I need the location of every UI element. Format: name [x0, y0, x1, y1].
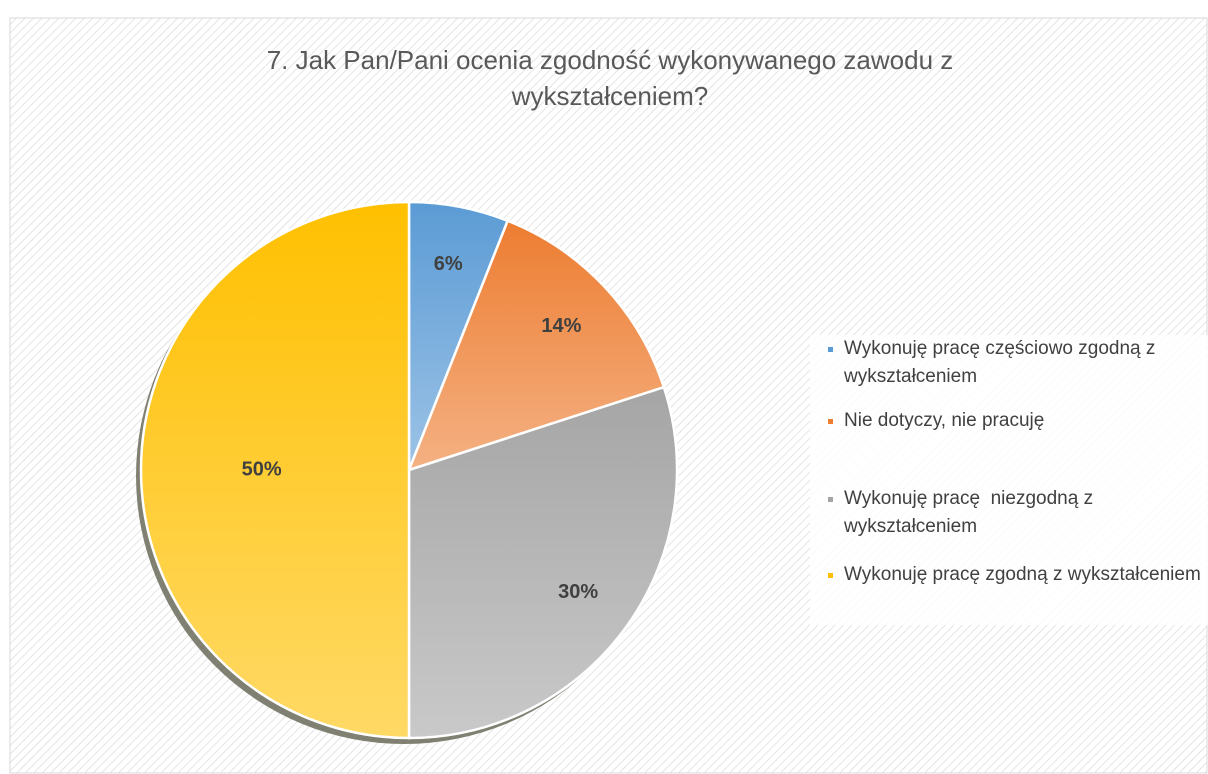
- legend-swatch: [828, 347, 833, 352]
- legend-label: Wykonuję pracę częściowo zgodną z wykszt…: [844, 338, 1161, 387]
- legend: Wykonuję pracę częściowo zgodną z wykszt…: [810, 335, 1208, 625]
- data-label: 14%: [541, 315, 581, 337]
- legend-label: Nie dotyczy, nie pracuję: [844, 410, 1045, 431]
- legend-item: Wykonuję pracę częściowo zgodną z wykszt…: [824, 335, 1208, 391]
- legend-swatch: [828, 497, 833, 502]
- legend-label: Wykonuję pracę niezgodną z wykształcenie…: [844, 488, 1099, 537]
- legend-label: Wykonuję pracę zgodną z wykształceniem: [844, 564, 1201, 585]
- legend-swatch: [828, 573, 833, 578]
- data-label: 30%: [558, 581, 598, 603]
- legend-swatch: [828, 419, 833, 424]
- legend-item: Wykonuję pracę niezgodną z wykształcenie…: [824, 485, 1208, 541]
- pie-slice: [139, 200, 411, 740]
- data-label: 6%: [434, 253, 463, 275]
- chart-title: 7. Jak Pan/Pani ocenia zgodność wykonywa…: [266, 45, 954, 111]
- legend-item: Wykonuję pracę zgodną z wykształceniem: [824, 561, 1208, 589]
- legend-item: Nie dotyczy, nie pracuję: [824, 407, 1208, 435]
- data-label: 50%: [242, 458, 282, 480]
- pie-slice: [407, 385, 679, 740]
